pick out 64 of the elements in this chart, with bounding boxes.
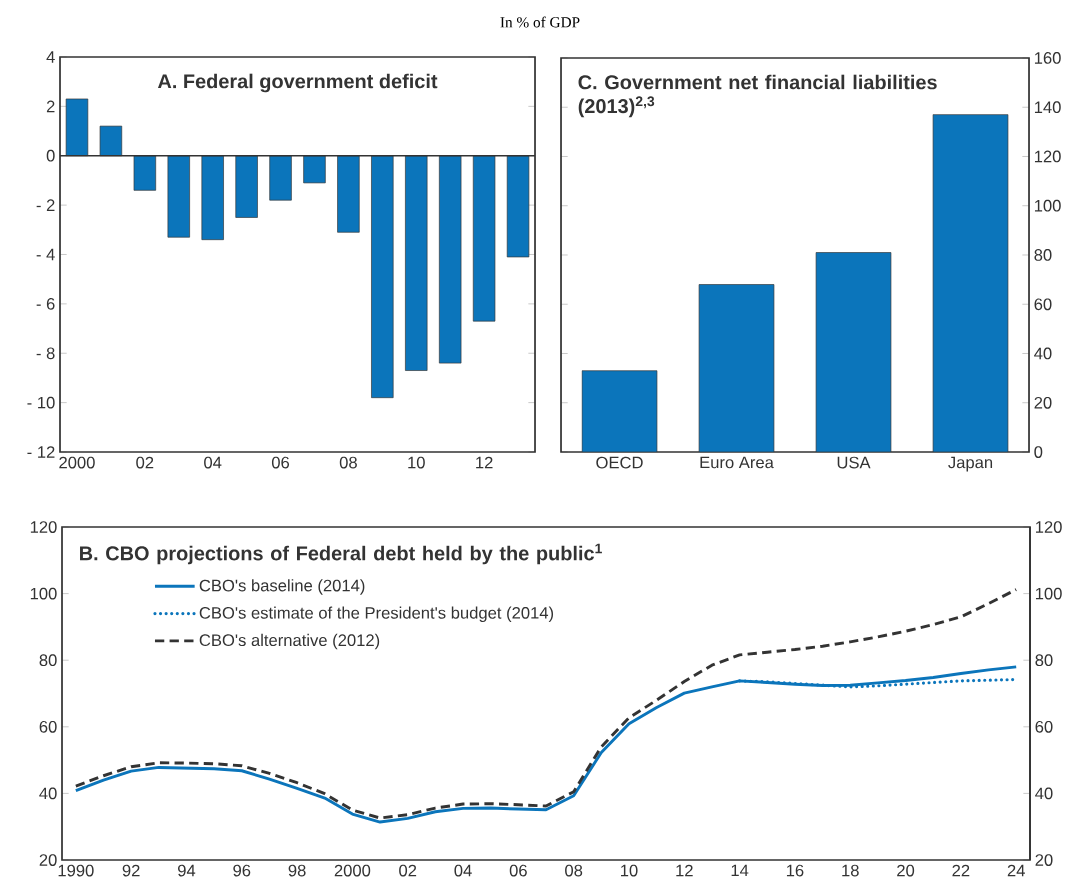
x-tick-label: 16 <box>786 864 804 877</box>
y-tick-label: 2 <box>46 100 55 113</box>
x-tick-label: 18 <box>842 864 859 877</box>
y-tick-label: 100 <box>30 587 57 600</box>
x-tick-label: Euro Area <box>700 456 774 469</box>
legend-label: CBO's estimate of the President's budget (2014) <box>199 606 554 622</box>
x-tick-label: 06 <box>509 864 527 877</box>
x-tick-label: 08 <box>565 864 583 877</box>
x-tick-label: 10 <box>408 456 425 469</box>
x-tick-label: 96 <box>233 864 251 877</box>
y-tick-label: 40 <box>39 787 57 800</box>
x-tick-label: 12 <box>676 864 693 877</box>
x-tick-label: 08 <box>339 456 357 469</box>
y-tick-label: - 10 <box>27 396 55 409</box>
x-tick-label: 2000 <box>59 456 95 469</box>
y-tick-label: 80 <box>1034 249 1052 261</box>
y-tick-label: - 6 <box>36 298 55 310</box>
y-tick-label: - 2 <box>36 199 55 211</box>
x-tick-label: 20 <box>897 864 915 877</box>
x-tick-label: 12 <box>476 456 493 469</box>
x-tick-label: 94 <box>178 864 196 877</box>
chart-subtitle: In % of GDP <box>500 16 580 28</box>
x-tick-label: 06 <box>271 456 290 469</box>
x-tick-label: 02 <box>399 864 417 877</box>
bar <box>582 370 657 452</box>
y-tick-label: 80 <box>39 654 57 667</box>
x-tick-label: OECD <box>596 456 643 469</box>
y-tick-label: 140 <box>1034 101 1061 114</box>
x-tick-label: 1990 <box>58 864 94 877</box>
x-tick-label: 92 <box>122 864 140 877</box>
y-tick-label: 40 <box>1034 347 1052 360</box>
bar <box>932 114 1009 452</box>
x-tick-label: 2000 <box>334 864 371 877</box>
y-tick-label: 4 <box>46 51 55 63</box>
legend-label: CBO's baseline (2014) <box>199 579 365 595</box>
y-tick-label: 20 <box>1034 396 1052 409</box>
bar <box>815 252 892 452</box>
x-tick-label: 02 <box>136 456 154 469</box>
y-tick-label: 20 <box>39 854 57 866</box>
x-tick-label: 24 <box>1007 864 1025 877</box>
y-tick-label: 60 <box>39 720 57 733</box>
x-tick-label: 14 <box>731 864 749 877</box>
y-tick-label: 120 <box>30 521 57 533</box>
y-tick-label: - 8 <box>36 347 55 360</box>
x-tick-label: 04 <box>454 864 472 877</box>
x-tick-label: 10 <box>621 864 638 877</box>
y-tick-label: 60 <box>1034 298 1052 311</box>
bar <box>698 284 775 452</box>
y-tick-label: 0 <box>46 149 55 162</box>
y-tick-label: 160 <box>1034 52 1061 64</box>
x-tick-label: USA <box>837 456 871 469</box>
x-tick-label: Japan <box>948 456 993 472</box>
x-tick-label: 98 <box>288 864 306 877</box>
legend-label: CBO's alternative (2012) <box>199 633 380 650</box>
x-tick-label: 22 <box>952 864 970 877</box>
y-tick-label: 120 <box>1034 150 1061 163</box>
y-tick-label: - 4 <box>36 248 55 261</box>
y-tick-label: 100 <box>1034 199 1061 212</box>
text: A. Federal government deficit <box>157 73 438 93</box>
y-tick-label: 0 <box>1034 446 1043 458</box>
y-tick-label: - 12 <box>27 446 55 458</box>
text: C. Government net financial liabilities (2013)$^{2,3}$ <box>578 74 937 118</box>
x-tick-label: 04 <box>204 456 222 469</box>
text: B. CBO projections of Federal debt held by the public$^{1}$ <box>80 543 602 565</box>
